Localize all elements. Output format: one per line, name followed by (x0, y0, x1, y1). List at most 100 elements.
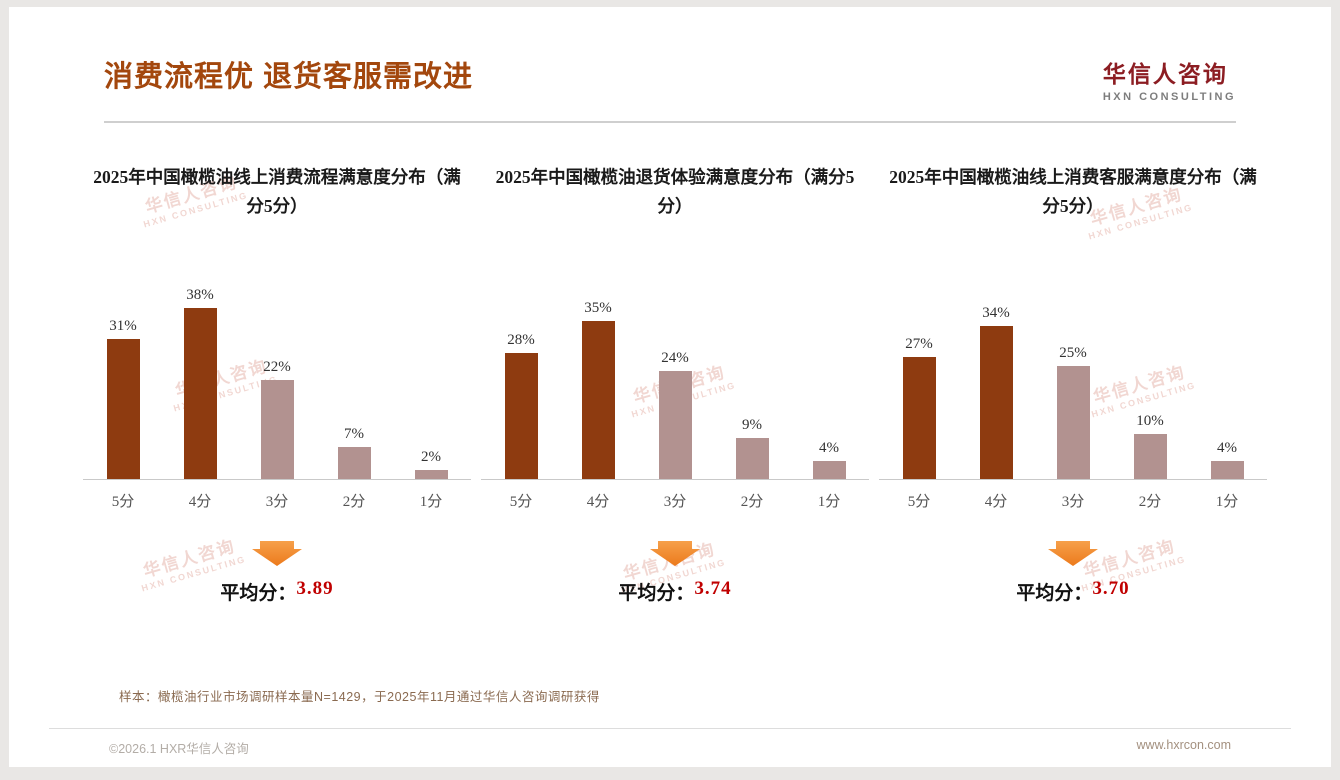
down-arrow-icon (1048, 541, 1098, 566)
bar-column: 2% (414, 449, 448, 479)
bar-value-label: 10% (1136, 413, 1164, 429)
bar-column: 27% (902, 336, 936, 479)
copyright-text: ©2026.1 HXR华信人咨询 (109, 742, 249, 756)
bar-plot: 27% 34% 25% 10% 4% (875, 271, 1271, 479)
bar-column: 35% (581, 300, 615, 479)
x-axis-tick-label: 2分 (342, 494, 366, 510)
chart-consumption-process: 2025年中国橄榄油线上消费流程满意度分布（满分5分） 31% 38% 22% 7% 2… (79, 163, 475, 605)
bar-column: 28% (504, 332, 538, 479)
x-axis (481, 479, 869, 480)
bar (812, 461, 846, 479)
logo-text-en: HXN CONSULTING (1102, 91, 1236, 103)
bar-value-label: 2% (421, 449, 441, 465)
average-score: 平均分： 3.89 (79, 578, 475, 605)
bar (183, 308, 217, 479)
bar (414, 470, 448, 479)
x-axis-tick-label: 3分 (663, 494, 687, 510)
arrow-wrap (875, 541, 1271, 566)
chart-title: 2025年中国橄榄油退货体验满意度分布（满分5分） (495, 167, 855, 216)
bar-column: 25% (1056, 345, 1090, 479)
average-value: 3.70 (1092, 578, 1130, 599)
logo-text-cn: 华信人咨询 (1102, 62, 1228, 87)
x-axis-tick-label: 5分 (111, 494, 135, 510)
bar (979, 326, 1013, 479)
bar (337, 447, 371, 479)
bar-plot: 28% 35% 24% 9% 4% (477, 271, 873, 479)
header: 消费流程优 退货客服需改进 华信人咨询 HXN CONSULTING (9, 7, 1331, 123)
page-title: 消费流程优 退货客服需改进 (104, 61, 474, 93)
x-axis-tick-label: 1分 (419, 494, 443, 510)
average-score: 平均分： 3.74 (477, 578, 873, 605)
bar (902, 357, 936, 479)
bar (1210, 461, 1244, 479)
footer: ©2026.1 HXR华信人咨询 www.hxrcon.com (49, 728, 1291, 757)
company-logo: 华信人咨询 HXN CONSULTING (1103, 55, 1236, 103)
average-score: 平均分： 3.70 (875, 578, 1271, 605)
bar-column: 24% (658, 350, 692, 479)
bar-column: 31% (106, 318, 140, 479)
x-axis-labels: 5分 4分 3分 2分 1分 (477, 480, 873, 511)
bar-value-label: 31% (109, 318, 137, 334)
bar-value-label: 7% (344, 426, 364, 442)
x-axis-tick-label: 5分 (907, 494, 931, 510)
bar-value-label: 38% (186, 287, 214, 303)
x-axis-labels: 5分 4分 3分 2分 1分 (875, 480, 1271, 511)
bar-value-label: 4% (819, 440, 839, 456)
bar-value-label: 34% (982, 305, 1010, 321)
x-axis-labels: 5分 4分 3分 2分 1分 (79, 480, 475, 511)
average-label: 平均分： (618, 583, 695, 604)
x-axis-tick-label: 1分 (817, 494, 841, 510)
x-axis-tick-label: 2分 (1138, 494, 1162, 510)
down-arrow-icon (650, 541, 700, 566)
bar-value-label: 28% (507, 332, 535, 348)
bar-value-label: 9% (742, 417, 762, 433)
average-label: 平均分： (1016, 583, 1093, 604)
bar (504, 353, 538, 479)
website-url: www.hxrcon.com (1136, 738, 1231, 752)
chart-return-experience: 2025年中国橄榄油退货体验满意度分布（满分5分） 28% 35% 24% 9% 4% … (477, 163, 873, 605)
bar-column: 22% (260, 359, 294, 479)
bar (735, 438, 769, 479)
title-divider (104, 121, 1236, 123)
x-axis-tick-label: 3分 (265, 494, 289, 510)
bar-column: 7% (337, 426, 371, 479)
bar-value-label: 4% (1217, 440, 1237, 456)
bar (260, 380, 294, 479)
x-axis (879, 479, 1267, 480)
bar (658, 371, 692, 479)
bar (1133, 434, 1167, 479)
bar-value-label: 24% (661, 350, 689, 366)
charts-row: 2025年中国橄榄油线上消费流程满意度分布（满分5分） 31% 38% 22% 7% 2… (9, 123, 1331, 605)
bar-value-label: 25% (1059, 345, 1087, 361)
bar-column: 10% (1133, 413, 1167, 479)
bar-value-label: 35% (584, 300, 612, 316)
bar-column: 38% (183, 287, 217, 479)
down-arrow-icon (252, 541, 302, 566)
sample-footnote: 样本：橄榄油行业市场调研样本量N=1429，于2025年11月通过华信人咨询调研… (119, 690, 600, 704)
bar (1056, 366, 1090, 479)
x-axis (83, 479, 471, 480)
bar-column: 4% (1210, 440, 1244, 479)
chart-customer-service: 2025年中国橄榄油线上消费客服满意度分布（满分5分） 27% 34% 25% 10%… (875, 163, 1271, 605)
x-axis-tick-label: 4分 (586, 494, 610, 510)
bar-plot: 31% 38% 22% 7% 2% (79, 271, 475, 479)
x-axis-tick-label: 4分 (984, 494, 1008, 510)
bar (581, 321, 615, 479)
bar-column: 34% (979, 305, 1013, 479)
bar-column: 9% (735, 417, 769, 479)
slide: 华信人咨询 HXN CONSULTING 华信人咨询 HXN CONSULTING … (9, 7, 1331, 767)
x-axis-tick-label: 2分 (740, 494, 764, 510)
chart-title: 2025年中国橄榄油线上消费客服满意度分布（满分5分） (889, 167, 1257, 216)
chart-title: 2025年中国橄榄油线上消费流程满意度分布（满分5分） (93, 167, 461, 216)
bar-value-label: 27% (905, 336, 933, 352)
x-axis-tick-label: 1分 (1215, 494, 1239, 510)
x-axis-tick-label: 4分 (188, 494, 212, 510)
x-axis-tick-label: 3分 (1061, 494, 1085, 510)
average-label: 平均分： (220, 583, 297, 604)
bar-value-label: 22% (263, 359, 291, 375)
arrow-wrap (79, 541, 475, 566)
average-value: 3.74 (694, 578, 732, 599)
arrow-wrap (477, 541, 873, 566)
average-value: 3.89 (296, 578, 334, 599)
